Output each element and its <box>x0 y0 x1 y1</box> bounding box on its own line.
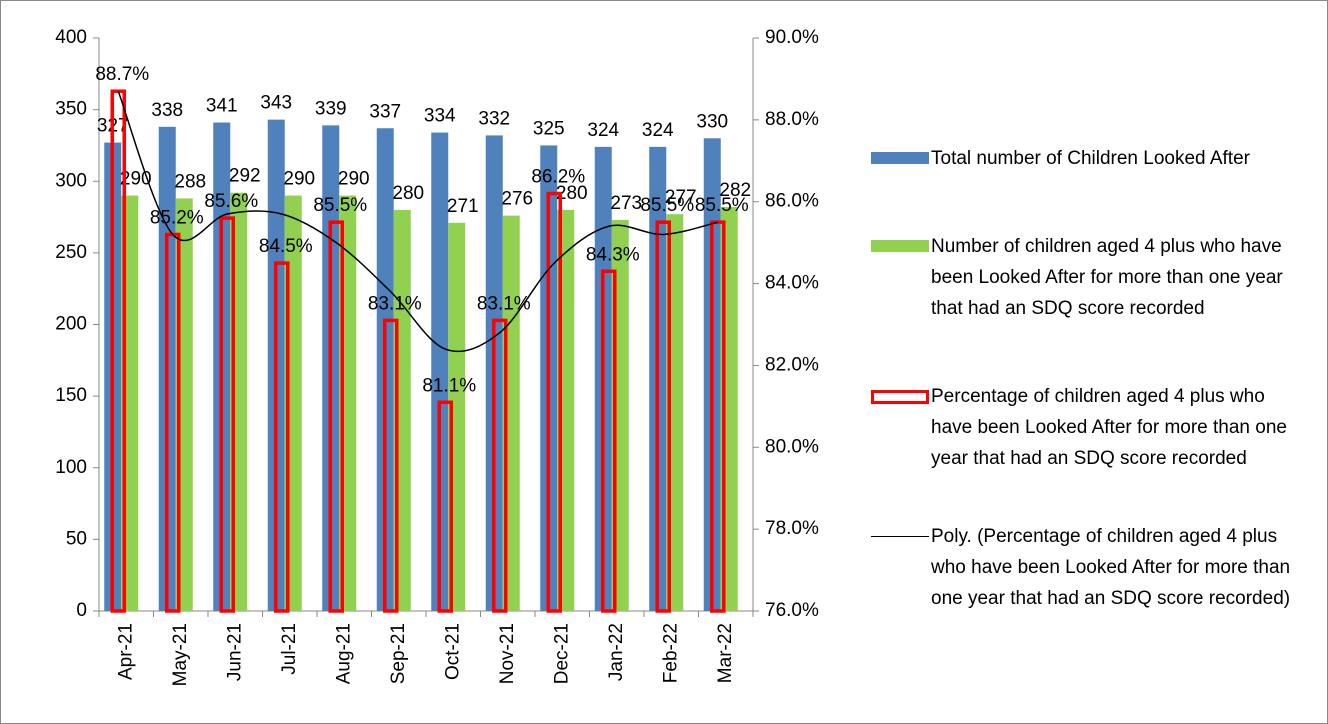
outline-bar <box>655 220 671 613</box>
data-label: 282 <box>719 180 751 201</box>
outline-bar <box>601 269 617 613</box>
legend-entry: Total number of Children Looked After <box>871 143 1311 174</box>
x-tick-label: Jan-22 <box>606 623 627 681</box>
legend-label: Poly. (Percentage of children aged 4 plu… <box>931 526 1291 609</box>
x-tick-label: Oct-21 <box>442 623 463 680</box>
legend-label: Total number of Children Looked After <box>931 148 1250 169</box>
data-label: 290 <box>120 169 152 190</box>
data-label: 84.3% <box>586 244 640 265</box>
data-label: 332 <box>478 108 510 129</box>
data-label: 290 <box>283 169 315 190</box>
x-tick-label: Aug-21 <box>333 623 354 684</box>
y2-tick-label: 84.0% <box>765 273 819 294</box>
outline-bar <box>328 220 344 613</box>
x-tick-label: Sep-21 <box>388 623 409 684</box>
data-label: 273 <box>610 193 642 214</box>
legend-icon <box>871 240 929 252</box>
data-label: 290 <box>338 169 370 190</box>
y2-tick-label: 90.0% <box>765 27 819 48</box>
data-label: 85.6% <box>204 191 258 212</box>
y2-tick-label: 78.0% <box>765 518 819 539</box>
data-label: 337 <box>369 101 401 122</box>
x-tick-label: Apr-21 <box>115 623 136 680</box>
legend-entry: Percentage of children aged 4 plus who h… <box>871 381 1311 474</box>
legend-icon <box>871 536 929 537</box>
data-label: 271 <box>447 196 479 217</box>
y2-tick-label: 80.0% <box>765 436 819 457</box>
y-tick-label: 350 <box>55 99 87 120</box>
y2-tick-label: 88.0% <box>765 109 819 130</box>
data-label: 84.5% <box>259 236 313 257</box>
data-label: 276 <box>501 189 533 210</box>
y2-tick-label: 82.0% <box>765 354 819 375</box>
x-tick-label: May-21 <box>170 623 191 686</box>
y-tick-label: 400 <box>55 27 87 48</box>
data-label: 83.1% <box>368 293 422 314</box>
x-tick-label: Jun-21 <box>224 623 245 681</box>
x-tick-label: Feb-22 <box>660 623 681 683</box>
outline-bar <box>383 318 399 613</box>
data-label: 338 <box>151 100 183 121</box>
data-label: 288 <box>174 171 206 192</box>
y-tick-label: 200 <box>55 314 87 335</box>
legend-label: Percentage of children aged 4 plus who h… <box>931 386 1287 469</box>
y2-tick-label: 86.0% <box>765 191 819 212</box>
data-label: 341 <box>206 96 238 117</box>
y2-tick-label: 76.0% <box>765 600 819 621</box>
y-tick-label: 50 <box>66 528 87 549</box>
y-tick-label: 150 <box>55 385 87 406</box>
legend-entry: Poly. (Percentage of children aged 4 plu… <box>871 521 1311 614</box>
data-label: 324 <box>642 120 674 141</box>
data-label: 277 <box>665 187 697 208</box>
legend-label: Number of children aged 4 plus who have … <box>931 236 1283 319</box>
data-label: 339 <box>315 98 347 119</box>
data-label: 81.1% <box>422 375 476 396</box>
bar <box>431 132 449 612</box>
data-label: 88.7% <box>95 64 149 85</box>
data-label: 280 <box>392 183 424 204</box>
data-label: 324 <box>587 120 619 141</box>
y-tick-label: 100 <box>55 457 87 478</box>
data-label: 86.2% <box>531 167 585 188</box>
x-tick-label: Mar-22 <box>715 623 736 683</box>
data-label: 85.2% <box>150 207 204 228</box>
outline-bar <box>546 191 562 613</box>
data-label: 330 <box>696 111 728 132</box>
x-tick-label: Nov-21 <box>497 623 518 684</box>
data-label: 83.1% <box>477 293 531 314</box>
outline-bar <box>219 216 235 613</box>
x-tick-label: Dec-21 <box>551 623 572 684</box>
data-label: 85.5% <box>695 195 749 216</box>
outline-bar <box>274 261 290 613</box>
legend-icon <box>871 390 929 404</box>
x-tick-label: Jul-21 <box>279 623 300 675</box>
data-label: 334 <box>424 106 456 127</box>
outline-bar <box>492 318 508 613</box>
data-label: 85.5% <box>313 195 367 216</box>
outline-bar <box>437 400 453 613</box>
y-tick-label: 300 <box>55 170 87 191</box>
data-label: 292 <box>229 166 261 187</box>
data-label: 85.5% <box>640 195 694 216</box>
legend-icon <box>871 152 929 164</box>
data-label: 343 <box>260 93 292 114</box>
trend-line <box>117 90 718 353</box>
data-label: 325 <box>533 118 565 139</box>
data-label: 280 <box>556 183 588 204</box>
legend-entry: Number of children aged 4 plus who have … <box>871 231 1311 324</box>
y-tick-label: 250 <box>55 242 87 263</box>
y-tick-label: 0 <box>76 600 87 621</box>
